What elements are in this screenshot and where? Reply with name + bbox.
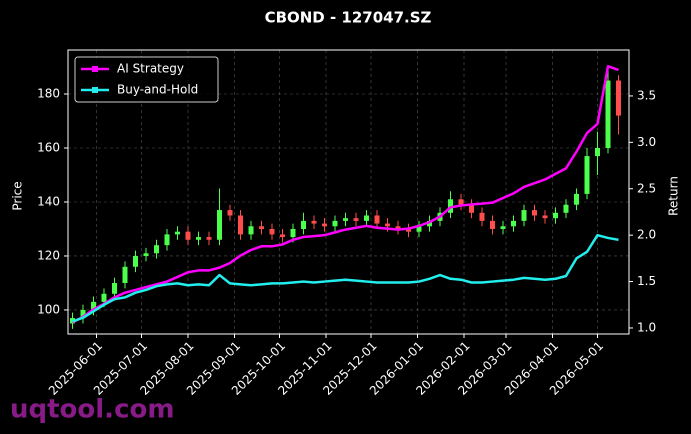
candle-body	[332, 220, 338, 227]
candle-body	[343, 218, 348, 221]
candle-body	[80, 309, 86, 319]
y-tick-label: 180	[37, 87, 60, 101]
candle-body	[290, 228, 296, 238]
y2-tick-label: 2.5	[637, 181, 656, 195]
candle-body	[301, 220, 306, 229]
candle-body	[553, 212, 558, 219]
legend-box	[74, 56, 219, 103]
candle-body	[185, 231, 191, 240]
candle-body	[427, 220, 432, 227]
y2-tick-label: 1.0	[637, 320, 656, 334]
legend-label: Buy-and-Hold	[117, 83, 198, 97]
candle-body	[101, 293, 107, 302]
candle-body	[164, 234, 170, 246]
candle-body	[574, 193, 579, 205]
y2-tick-label: 3.0	[637, 135, 656, 149]
y-axis-label: Price	[11, 181, 25, 210]
candle-body	[269, 228, 275, 235]
candle-body	[91, 301, 96, 310]
candle-body	[143, 253, 149, 256]
y-tick-label: 140	[37, 194, 60, 208]
y-tick-label: 160	[37, 140, 60, 154]
candle-body	[532, 210, 537, 216]
series-line	[71, 64, 619, 324]
candle-body	[479, 212, 485, 221]
candle-body	[238, 215, 243, 235]
candle-body	[563, 204, 569, 213]
y2-tick-label: 3.5	[637, 88, 656, 102]
candle-body	[175, 231, 180, 235]
candle-body	[122, 266, 128, 283]
legend-label: AI Strategy	[117, 62, 184, 76]
candle-body	[511, 220, 516, 227]
candle-body	[311, 220, 317, 224]
candle-body	[521, 210, 527, 221]
candle-body	[542, 215, 548, 219]
y-tick-label: 120	[37, 248, 60, 262]
candle-body	[605, 80, 611, 148]
candle-body	[458, 199, 464, 205]
candle-body	[322, 223, 327, 227]
candle-body	[280, 234, 285, 238]
y2-tick-label: 1.5	[637, 274, 656, 288]
candle-body	[616, 80, 621, 116]
candle-body	[406, 228, 411, 232]
candle-body	[154, 245, 159, 254]
candle-body	[112, 282, 117, 294]
candle-body	[364, 215, 369, 221]
candle-body	[259, 226, 264, 229]
candle-body	[385, 223, 390, 227]
candle-body	[227, 210, 233, 216]
candle-body	[196, 237, 201, 240]
candle-body	[248, 226, 254, 235]
chart-title: CBOND - 127047.SZ	[265, 9, 432, 27]
candle-body	[206, 237, 212, 240]
watermark: uqtool.com	[10, 395, 174, 425]
candle-body	[395, 226, 401, 229]
y-tick-label: 100	[37, 302, 60, 316]
candle-body	[500, 226, 506, 229]
candle-body	[416, 226, 422, 232]
series-line	[72, 233, 619, 323]
candle-body	[595, 147, 600, 157]
candle-body	[353, 218, 359, 221]
candle-body	[584, 156, 590, 194]
candle-body	[374, 215, 380, 224]
legend-marker	[92, 66, 98, 72]
candle-body	[490, 220, 495, 229]
plot-frame	[67, 49, 630, 335]
candle-body	[469, 204, 474, 213]
legend-marker	[92, 87, 98, 93]
candle-body	[217, 210, 222, 240]
y2-axis-label: Return	[667, 176, 681, 216]
y2-tick-label: 2.0	[637, 228, 656, 242]
candle-body	[133, 255, 138, 267]
candle-body	[448, 199, 453, 213]
